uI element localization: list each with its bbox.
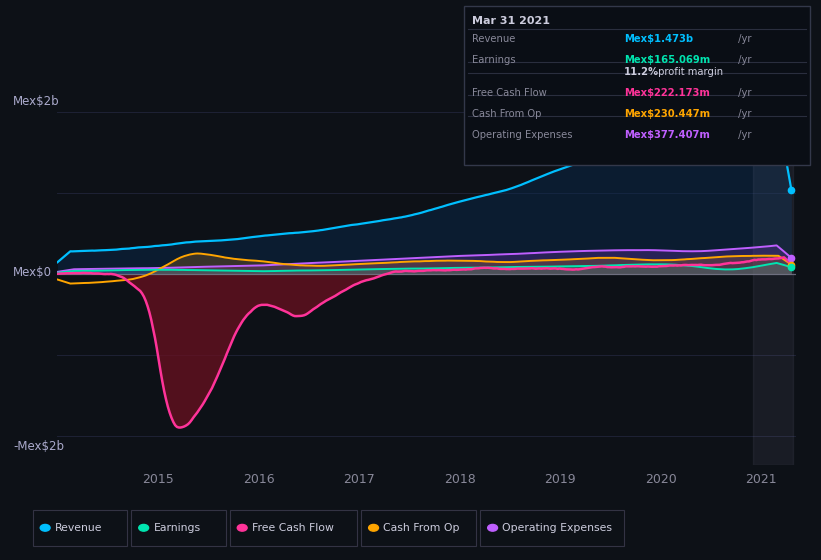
Text: /yr: /yr <box>735 34 751 44</box>
Text: /yr: /yr <box>735 55 751 65</box>
Text: Free Cash Flow: Free Cash Flow <box>472 88 547 98</box>
Text: Mar 31 2021: Mar 31 2021 <box>472 16 550 26</box>
Bar <box>753 84 793 465</box>
Text: Operating Expenses: Operating Expenses <box>502 523 612 533</box>
Text: /yr: /yr <box>735 109 751 119</box>
Text: Free Cash Flow: Free Cash Flow <box>252 523 334 533</box>
Text: Earnings: Earnings <box>472 55 516 65</box>
Text: Mex$165.069m: Mex$165.069m <box>624 55 710 65</box>
Text: Revenue: Revenue <box>472 34 516 44</box>
Text: -Mex$2b: -Mex$2b <box>13 440 64 454</box>
Text: Mex$377.407m: Mex$377.407m <box>624 130 710 141</box>
Text: Mex$2b: Mex$2b <box>13 95 60 109</box>
Text: 11.2%: 11.2% <box>624 67 659 77</box>
Text: Operating Expenses: Operating Expenses <box>472 130 572 141</box>
Text: /yr: /yr <box>735 130 751 141</box>
Text: Revenue: Revenue <box>55 523 103 533</box>
Text: Cash From Op: Cash From Op <box>472 109 542 119</box>
Text: Cash From Op: Cash From Op <box>383 523 460 533</box>
Text: Mex$0: Mex$0 <box>13 266 53 279</box>
Text: Mex$230.447m: Mex$230.447m <box>624 109 710 119</box>
Text: /yr: /yr <box>735 88 751 98</box>
Text: Mex$1.473b: Mex$1.473b <box>624 34 693 44</box>
Text: Earnings: Earnings <box>154 523 200 533</box>
Text: profit margin: profit margin <box>655 67 723 77</box>
Text: Mex$222.173m: Mex$222.173m <box>624 88 710 98</box>
